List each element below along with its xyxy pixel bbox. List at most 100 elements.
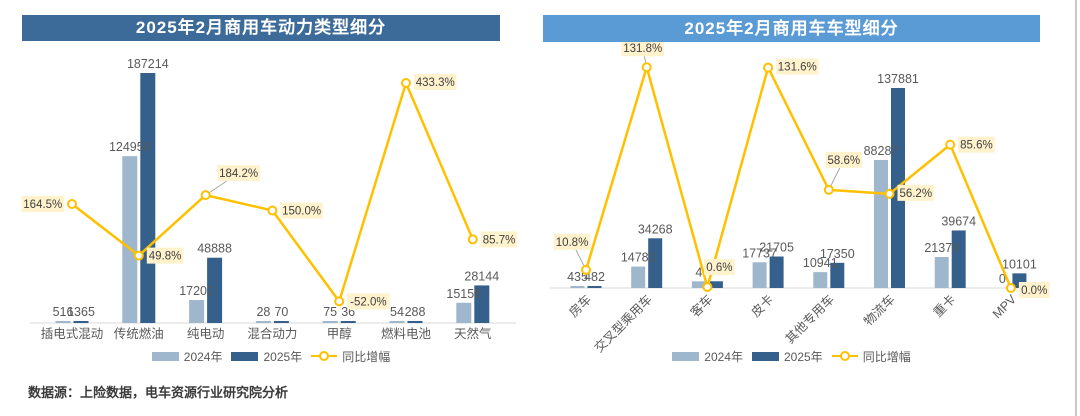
legend-swatch-2025-icon <box>751 351 779 361</box>
value-label-2024年-天然气: 15158 <box>446 287 481 301</box>
growth-marker-甲醇 <box>334 296 345 307</box>
growth-badge-label: 131.6% <box>778 62 817 74</box>
growth-badge-label: 164.5% <box>23 199 62 211</box>
legend-item-growth: 同比增幅 <box>311 348 390 365</box>
legend-item-2024: 2024年 <box>672 348 743 365</box>
value-label-2024年-甲醇: 75 <box>323 305 337 319</box>
growth-badge-其他专用车 <box>825 151 863 168</box>
growth-badge-label: 10.8% <box>556 237 589 249</box>
growth-marker-纯电动 <box>200 190 211 201</box>
growth-badge-房车 <box>553 233 591 250</box>
data-source-note: 数据源：上险数据，电车资源行业研究院分析 <box>28 385 289 400</box>
legend-swatch-2024-icon <box>672 351 700 361</box>
x-axis-label-交叉型乘用车: 交叉型乘用车 <box>591 292 655 356</box>
bar-2024年-皮卡 <box>752 262 767 288</box>
growth-badge-交叉型乘用车 <box>621 40 664 57</box>
legend-line-marker-icon <box>311 351 338 361</box>
growth-marker-混合动力 <box>267 205 278 216</box>
growth-badge-物流车 <box>897 184 934 201</box>
growth-line <box>584 65 1013 290</box>
x-axis-label-纯电动: 纯电动 <box>187 327 225 341</box>
growth-badge-label: 85.7% <box>483 234 516 246</box>
legend-label-2025: 2025年 <box>263 349 303 364</box>
bar-2024年-交叉型乘用车 <box>631 266 646 288</box>
value-label-2025年-交叉型乘用车: 34268 <box>638 222 673 236</box>
growth-badge-label: 433.3% <box>416 77 455 89</box>
value-label-2024年-物流车: 88287 <box>864 144 899 158</box>
growth-badge-label: 0.0% <box>1021 285 1047 297</box>
bar-2025年-房车 <box>587 286 602 288</box>
legend-label-2025: 2025年 <box>783 349 823 364</box>
value-label-2025年-MPV: 10101 <box>1002 257 1037 271</box>
growth-badge-MPV <box>1018 282 1050 298</box>
x-axis-label-皮卡: 皮卡 <box>749 292 777 320</box>
value-label-2024年-燃料电池: 54 <box>390 305 404 319</box>
growth-marker-插电式混动 <box>67 198 77 209</box>
value-label-2025年-燃料电池: 288 <box>405 305 426 319</box>
bar-2025年-皮卡 <box>769 256 784 288</box>
bar-2025年-交叉型乘用车 <box>648 238 663 288</box>
x-axis-label-甲醇: 甲醇 <box>327 326 352 341</box>
value-label-2025年-纯电动: 48888 <box>197 242 232 256</box>
bar-2024年-重卡 <box>934 256 949 288</box>
bar-2024年-燃料电池 <box>389 321 405 323</box>
x-axis-label-MPV: MPV <box>990 292 1020 322</box>
growth-badge-插电式混动 <box>21 195 65 212</box>
bar-2025年-插电式混动 <box>73 321 89 323</box>
legend-swatch-2024-icon <box>151 351 179 361</box>
x-axis-label-天然气: 天然气 <box>454 326 492 341</box>
value-label-2024年-纯电动: 17202 <box>179 284 214 298</box>
bar-2024年-插电式混动 <box>55 321 71 323</box>
value-label-2024年-重卡: 21379 <box>924 241 959 255</box>
legend-line-marker-icon <box>831 351 858 361</box>
value-label-2024年-皮卡: 17737 <box>742 246 777 260</box>
bar-2024年-其他专用车 <box>813 272 828 288</box>
left-chart-title: 2025年2月商用车动力类型细分 <box>22 15 500 41</box>
growth-marker-房车 <box>581 264 591 275</box>
growth-badge-甲醇 <box>347 293 390 310</box>
growth-marker-重卡 <box>945 139 956 150</box>
x-axis-label-插电式混动: 插电式混动 <box>41 327 104 341</box>
x-axis-label-物流车: 物流车 <box>860 292 897 329</box>
growth-marker-MPV <box>1005 283 1016 293</box>
bar-2024年-客车 <box>691 281 706 288</box>
bar-2024年-房车 <box>570 286 585 288</box>
growth-badge-传统燃油 <box>146 247 184 264</box>
value-label-2024年-交叉型乘用车: 14782 <box>621 251 656 265</box>
value-label-2025年-传统燃油: 187214 <box>127 57 169 71</box>
legend-label-growth: 同比增幅 <box>862 349 911 364</box>
bar-2024年-天然气 <box>456 302 472 323</box>
growth-marker-客车 <box>702 281 713 292</box>
value-label-2024年-插电式混动: 516 <box>53 305 74 319</box>
growth-marker-其他专用车 <box>823 184 834 195</box>
legend-label-growth: 同比增幅 <box>342 349 391 364</box>
value-label-2024年-客车: 4 <box>695 265 702 279</box>
x-axis-label-房车: 房车 <box>566 292 594 320</box>
bar-2024年-传统燃油 <box>122 156 138 323</box>
growth-badge-重卡 <box>958 136 995 153</box>
growth-marker-燃料电池 <box>401 78 411 89</box>
page-right-border <box>1075 0 1077 416</box>
legend-item-2025: 2025年 <box>231 348 302 365</box>
x-axis-label-传统燃油: 传统燃油 <box>114 326 164 341</box>
value-label-2025年-其他专用车: 17350 <box>820 247 855 261</box>
bar-2025年-混合动力 <box>273 321 289 323</box>
value-label-2025年-物流车: 137881 <box>877 72 919 86</box>
growth-badge-label: 85.6% <box>960 140 993 152</box>
bar-2025年-天然气 <box>474 285 490 323</box>
x-axis-label-重卡: 重卡 <box>930 292 958 320</box>
legend-item-2025: 2025年 <box>751 348 823 365</box>
bar-2025年-纯电动 <box>207 257 223 323</box>
growth-badge-混合动力 <box>280 202 323 219</box>
growth-badge-label: 58.6% <box>827 155 860 167</box>
growth-badge-label: 184.2% <box>219 168 258 180</box>
bar-2025年-客车 <box>708 281 723 288</box>
legend-swatch-2025-icon <box>231 351 259 361</box>
growth-marker-交叉型乘用车 <box>641 62 652 73</box>
value-label-2024年-其他专用车: 10941 <box>803 256 838 270</box>
value-label-2025年-插电式混动: 1365 <box>67 305 95 319</box>
growth-marker-传统燃油 <box>133 250 144 261</box>
growth-badge-皮卡 <box>776 58 819 75</box>
growth-marker-物流车 <box>884 188 895 199</box>
